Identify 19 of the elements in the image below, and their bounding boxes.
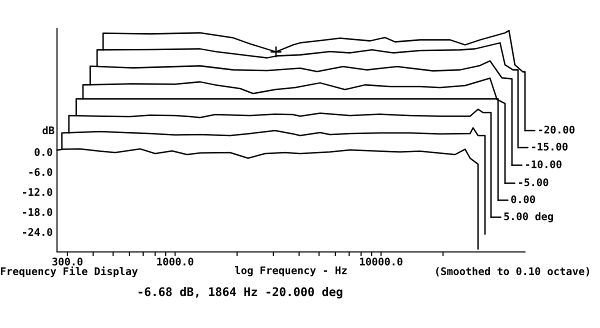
y-tick-label: -6.0 <box>29 168 52 176</box>
legend-label: -10.00 <box>526 160 562 168</box>
x-tick-label: 1000.0 <box>157 258 194 266</box>
text: (Smoothed to 0.10 octave) <box>436 267 590 276</box>
text: Frequency File Display <box>0 266 138 278</box>
x-tick-label: 300.0 <box>52 258 82 266</box>
text: -6.68 dB, 1864 Hz -20.000 deg <box>138 287 342 298</box>
y-tick-label: -24.0 <box>23 228 52 236</box>
y-tick-label: 0.0 <box>34 148 52 156</box>
y-tick-label: -18.0 <box>23 208 52 216</box>
legend-label: 5.00 deg <box>504 212 553 222</box>
x-axis-title: log Frequency - Hz <box>235 266 347 276</box>
legend-label: -15.00 <box>532 142 568 151</box>
y-tick-label: -12.0 <box>23 188 52 196</box>
x-tick-label: 10000.0 <box>360 258 402 266</box>
legend-label: -20.00 <box>539 126 575 134</box>
y-axis-title: dB <box>42 126 54 134</box>
legend-label: 0.00 <box>511 195 536 204</box>
legend-label: -5.00 <box>519 178 548 186</box>
